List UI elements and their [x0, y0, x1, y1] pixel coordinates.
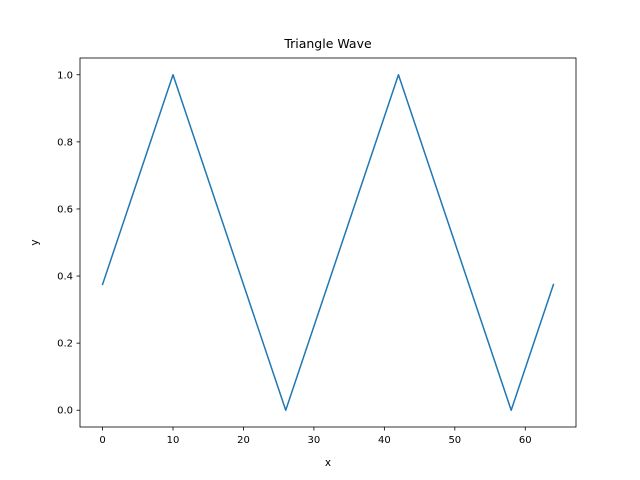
y-axis-ticks: 0.0 0.2 0.4 0.6 0.8 1.0 [57, 70, 80, 417]
series-line-0 [101, 74, 555, 411]
y-tick-label: 0.4 [57, 272, 73, 283]
y-tick-label: 0.6 [57, 204, 73, 215]
series-layer [101, 74, 555, 411]
x-tick-label: 20 [237, 435, 250, 446]
x-tick-label: 0 [99, 435, 105, 446]
x-axis-ticks: 0 10 20 30 40 50 60 [99, 427, 532, 446]
x-tick-label: 50 [448, 435, 461, 446]
x-tick-label: 10 [167, 435, 180, 446]
x-tick-label: 60 [519, 435, 532, 446]
y-tick-label: 0.2 [57, 339, 73, 350]
y-axis-label: y [29, 239, 41, 245]
y-tick-label: 0.8 [57, 137, 73, 148]
y-tick-label: 0.0 [57, 406, 73, 417]
plot-frame [79, 57, 577, 428]
x-tick-label: 30 [308, 435, 321, 446]
x-axis-label: x [325, 457, 331, 469]
x-tick-label: 40 [378, 435, 391, 446]
y-tick-label: 1.0 [57, 70, 73, 81]
chart-title: Triangle Wave [283, 36, 372, 51]
plot-area [80, 58, 576, 427]
